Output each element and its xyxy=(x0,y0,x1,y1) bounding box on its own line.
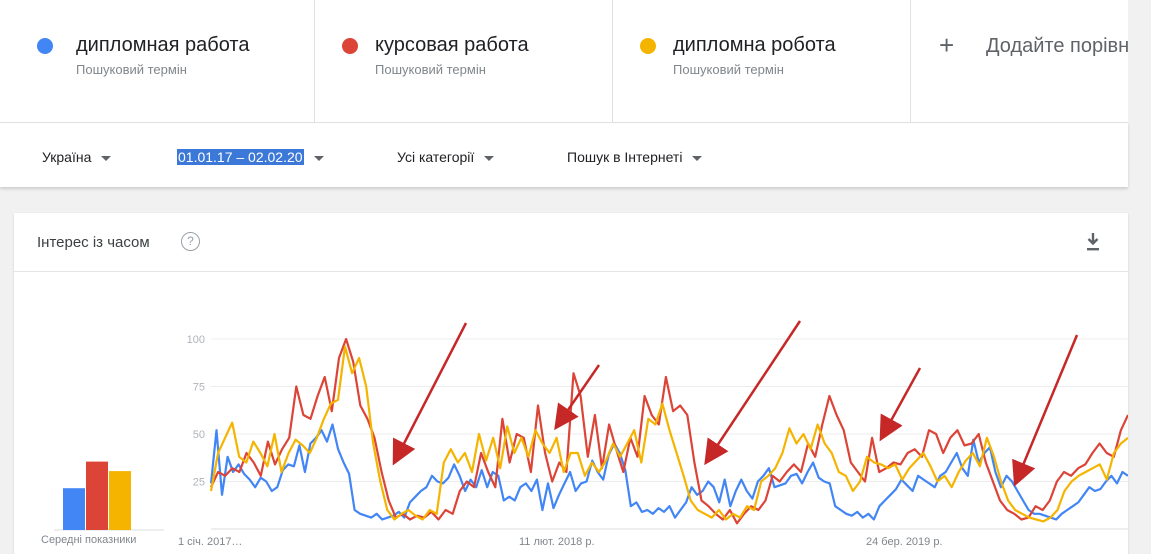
y-tick-label: 75 xyxy=(193,382,205,394)
term-type: Пошуковий термін xyxy=(76,62,187,77)
card-title: Інтерес із часом xyxy=(37,234,150,251)
term-type: Пошуковий термін xyxy=(375,62,486,77)
series-line-4285f4 xyxy=(209,423,1128,521)
interest-over-time-card: Інтерес із часом ? 25 50 75 100 1 січ. 2017…… xyxy=(14,213,1128,554)
search-terms-bar: дипломная работа Пошуковий термін курсов… xyxy=(0,0,1128,122)
dropdown-arrow-icon xyxy=(692,155,703,161)
region-dropdown[interactable]: Україна xyxy=(42,149,112,165)
term-card-1[interactable]: дипломная работа Пошуковий термін xyxy=(0,0,314,122)
annotation-arrow xyxy=(554,364,601,431)
download-icon[interactable] xyxy=(1085,231,1101,253)
x-tick-label: 24 бер. 2019 р. xyxy=(866,536,943,548)
annotation-arrow xyxy=(392,322,468,466)
dropdown-arrow-icon xyxy=(484,155,495,161)
term-name: дипломна робота xyxy=(673,34,836,56)
dropdown-arrow-icon xyxy=(101,155,112,161)
x-tick-label: 11 лют. 2018 р. xyxy=(519,536,595,548)
term-color-dot xyxy=(640,38,656,54)
add-comparison-label: Додайте порівн xyxy=(986,35,1128,57)
card-header: Інтерес із часом ? xyxy=(14,213,1128,272)
date-range-label: 01.01.17 – 02.02.20 xyxy=(177,149,304,165)
y-tick-label: 50 xyxy=(193,429,205,441)
term-card-3[interactable]: дипломна робота Пошуковий термін xyxy=(612,0,910,122)
term-card-2[interactable]: курсовая работа Пошуковий термін xyxy=(314,0,612,122)
x-tick-label: 1 січ. 2017… xyxy=(178,536,242,548)
category-dropdown[interactable]: Усі категорії xyxy=(397,149,495,165)
category-label: Усі категорії xyxy=(397,149,475,165)
average-bar xyxy=(63,488,85,530)
annotation-arrow xyxy=(704,320,802,466)
annotation-arrow xyxy=(1012,334,1079,487)
annotation-arrow xyxy=(879,367,922,442)
term-type: Пошуковий термін xyxy=(673,62,784,77)
average-bar xyxy=(86,461,108,530)
region-label: Україна xyxy=(42,149,92,165)
interest-chart: 25 50 75 100 1 січ. 2017… 11 лют. 2018 р. 24 б… xyxy=(54,320,1128,548)
y-tick-label: 100 xyxy=(187,334,205,346)
help-icon[interactable]: ? xyxy=(181,232,200,251)
y-tick-label: 25 xyxy=(193,477,205,489)
search-type-dropdown[interactable]: Пошук в Інтернеті xyxy=(567,149,703,165)
add-comparison-button[interactable]: + Додайте порівн xyxy=(910,0,1128,122)
term-color-dot xyxy=(37,38,53,54)
term-name: дипломная работа xyxy=(76,34,250,56)
term-name: курсовая работа xyxy=(375,34,529,56)
average-bar xyxy=(109,471,131,530)
filters-bar: Україна 01.01.17 – 02.02.20 Усі категорі… xyxy=(0,122,1128,187)
date-range-dropdown[interactable]: 01.01.17 – 02.02.20 xyxy=(177,149,324,165)
term-color-dot xyxy=(342,38,358,54)
dropdown-arrow-icon xyxy=(313,155,324,161)
plus-icon: + xyxy=(939,30,955,60)
search-type-label: Пошук в Інтернеті xyxy=(567,149,683,165)
series-line-f4b400 xyxy=(209,345,1128,523)
averages-label: Середні показники xyxy=(41,534,137,546)
series-line-db4437 xyxy=(210,337,1128,525)
